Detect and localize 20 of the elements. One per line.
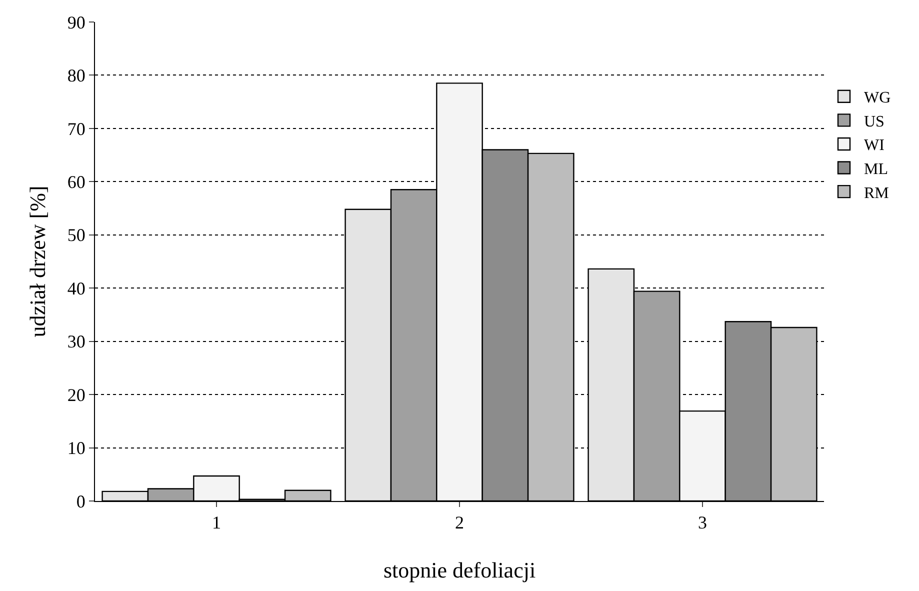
legend-label: US xyxy=(864,113,884,130)
x-tick-label: 3 xyxy=(698,512,707,533)
y-tick-label: 10 xyxy=(67,438,86,458)
legend-label: WG xyxy=(864,90,892,107)
legend-label: WI xyxy=(864,137,884,154)
x-tick-label: 1 xyxy=(212,512,221,533)
y-axis-title: udział drzew [%] xyxy=(25,186,50,338)
y-tick-label: 40 xyxy=(67,278,86,298)
y-tick-label: 60 xyxy=(67,172,86,192)
y-tick-label: 20 xyxy=(67,384,86,405)
legend-label: RM xyxy=(864,184,889,202)
legend-label: ML xyxy=(864,161,888,178)
y-tick-label: 50 xyxy=(67,225,86,246)
y-tick-label: 0 xyxy=(76,491,86,512)
y-tick-label: 30 xyxy=(67,332,86,352)
y-tick-label: 70 xyxy=(67,118,86,139)
y-tick-label: 90 xyxy=(67,12,86,32)
x-axis-title: stopnie defoliacji xyxy=(383,558,536,582)
y-tick-label: 80 xyxy=(67,66,86,86)
x-tick-label: 2 xyxy=(455,512,464,533)
